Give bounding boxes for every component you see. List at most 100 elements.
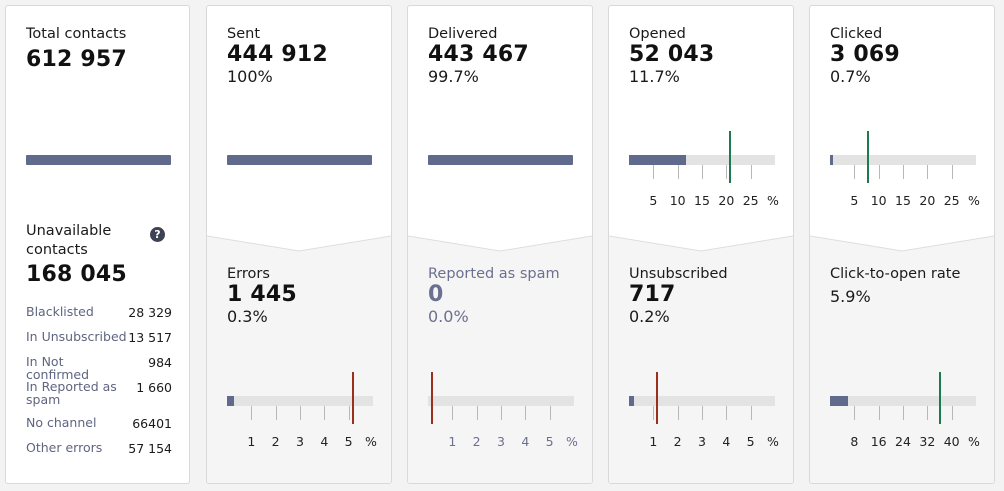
gauge-tick-label: 15 xyxy=(895,193,911,208)
metric-percentage: 0.2% xyxy=(629,307,670,326)
gauge-tick xyxy=(702,406,703,420)
total-contacts-title: Total contacts xyxy=(26,26,127,42)
metric-card-clicked-cto: Clicked 3 069 0.7% 5 10 15 20 25% Click-to-open … xyxy=(809,5,995,484)
gauge-tick xyxy=(854,406,856,420)
gauge-tick-label: 1 xyxy=(247,434,256,449)
metric-title: Opened xyxy=(629,26,686,42)
gauge-tick xyxy=(854,165,856,179)
unavailable-contacts-title: Unavailable contacts xyxy=(26,223,112,258)
card-lower-section xyxy=(609,236,793,483)
gauge-tick-label: 3 xyxy=(296,434,304,449)
gauge-track xyxy=(629,155,775,165)
gauge-tick-label: 5 xyxy=(850,193,859,208)
breakdown-label: In Not confirmed xyxy=(26,354,90,382)
gauge-tick-label: 32 xyxy=(919,434,936,449)
gauge-tick xyxy=(275,406,277,420)
metric-value: 52 043 xyxy=(629,42,715,67)
gauge-scale: 1 2 3 4 5% xyxy=(227,372,377,449)
gauge-tick-label: 5 xyxy=(545,434,554,449)
unavailable-contacts-value: 168 045 xyxy=(26,262,127,287)
gauge-tick-label: 20 xyxy=(718,193,735,208)
gauge-tick xyxy=(927,165,929,179)
breakdown-value: 28 329 xyxy=(128,305,172,320)
gauge-tick xyxy=(324,406,326,420)
breakdown-label: No channel xyxy=(26,415,97,430)
metric-title: Delivered xyxy=(428,26,498,42)
gauge-tick xyxy=(927,406,929,420)
gauge-tick xyxy=(300,406,301,420)
gauge-tick-label: 8 xyxy=(850,434,859,449)
gauge-scale: 1 2 3 4 5% xyxy=(428,372,578,449)
breakdown-value: 57 154 xyxy=(128,441,172,456)
metric-percentage: 5.9% xyxy=(830,287,871,306)
help-question-icon[interactable]: ? xyxy=(150,227,165,242)
section-divider-notch xyxy=(408,235,592,252)
breakdown-label: In Unsubscribed xyxy=(26,329,127,344)
gauge-tick xyxy=(903,406,904,420)
gauge-track xyxy=(830,155,976,165)
gauge-tick-label: 2 xyxy=(673,434,682,449)
gauge-tick xyxy=(653,406,655,420)
gauge-fill xyxy=(830,396,848,406)
card-lower-section xyxy=(207,236,391,483)
card-lower-section xyxy=(810,236,994,483)
gauge-tick xyxy=(878,406,880,420)
metric-card-opened-unsubscribed: Opened 52 043 11.7% 5 10 15 20 25% Unsubscribed 7… xyxy=(608,5,794,484)
total-contacts-value: 612 957 xyxy=(26,47,127,72)
breakdown-value: 984 xyxy=(148,355,172,370)
metric-full-bar xyxy=(428,155,573,165)
gauge-tick xyxy=(501,406,502,420)
gauge-tick xyxy=(653,165,655,179)
gauge-tick-label: 5 xyxy=(649,193,658,208)
gauge-scale: 5 10 15 20 25% xyxy=(629,131,779,208)
gauge-tick xyxy=(726,406,728,420)
section-divider-notch xyxy=(207,235,391,252)
gauge-tick xyxy=(951,165,953,179)
metric-title: Clicked xyxy=(830,26,883,42)
gauge-track xyxy=(428,396,574,406)
gauge-fill xyxy=(629,396,634,406)
gauge-unit-label: % xyxy=(566,434,578,449)
gauge-tick xyxy=(549,406,551,420)
gauge-tick-label: 1 xyxy=(448,434,457,449)
metric-percentage: 11.7% xyxy=(629,67,680,86)
gauge-target-marker xyxy=(867,131,870,183)
gauge-tick-label: 16 xyxy=(870,434,887,449)
gauge-tick xyxy=(878,165,880,179)
gauge-fill xyxy=(629,155,686,165)
gauge-track xyxy=(227,396,373,406)
gauge-tick-label: 2 xyxy=(472,434,481,449)
gauge-target-marker xyxy=(656,372,659,424)
gauge-track xyxy=(629,396,775,406)
gauge-tick-label: 2 xyxy=(271,434,280,449)
gauge-tick-label: 10 xyxy=(870,193,887,208)
gauge-tick-label: 40 xyxy=(943,434,960,449)
metric-percentage: 0.7% xyxy=(830,67,871,86)
gauge-target-marker xyxy=(431,372,433,424)
gauge-target-marker xyxy=(939,372,942,424)
metric-percentage: 0.0% xyxy=(428,307,469,326)
gauge-tick-label: 24 xyxy=(895,434,911,449)
gauge-tick-label: 4 xyxy=(521,434,530,449)
metric-value: 443 467 xyxy=(428,42,529,67)
gauge-tick xyxy=(903,165,904,179)
gauge-unit-label: % xyxy=(968,193,980,208)
gauge-tick xyxy=(750,165,752,179)
gauge-tick-label: 3 xyxy=(698,434,706,449)
section-divider-notch xyxy=(609,235,793,252)
gauge-tick xyxy=(750,406,752,420)
metric-title: Unsubscribed xyxy=(629,266,728,282)
metric-value: 1 445 xyxy=(227,282,297,307)
card-lower-section xyxy=(408,236,592,483)
metric-percentage: 99.7% xyxy=(428,67,479,86)
metric-percentage: 100% xyxy=(227,67,273,86)
breakdown-label: In Reported as spam xyxy=(26,379,117,407)
gauge-tick xyxy=(677,165,679,179)
gauge-tick-label: 3 xyxy=(497,434,505,449)
gauge-tick xyxy=(348,406,350,420)
breakdown-label: Other errors xyxy=(26,440,103,455)
gauge-scale: 1 2 3 4 5% xyxy=(629,372,779,449)
total-contacts-bar xyxy=(26,155,171,165)
breakdown-value: 13 517 xyxy=(128,330,172,345)
metric-value: 0 xyxy=(428,282,444,307)
